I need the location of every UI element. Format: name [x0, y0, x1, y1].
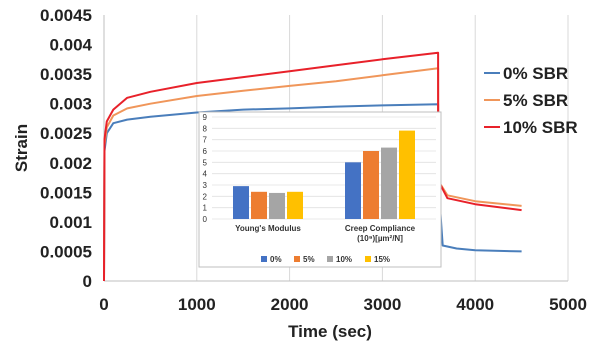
legend-label-10-sbr: 10% SBR: [503, 118, 578, 137]
inset-bars: [233, 130, 415, 219]
x-tick-label: 0: [99, 295, 108, 314]
y-axis-title: Strain: [12, 124, 31, 172]
inset-y-tick-label: 1: [203, 204, 208, 213]
inset-legend-label-10: 10%: [336, 255, 352, 264]
inset-gridlines: [212, 116, 436, 220]
inset-category-label: Creep Compliance: [345, 224, 416, 233]
inset-legend-swatch-15: [365, 256, 371, 262]
inset-bar-10-1: [381, 147, 397, 219]
inset-bar-15-0: [287, 191, 303, 219]
inset-y-tick-label: 9: [203, 113, 208, 122]
inset-category-labels: Young's Modulus Creep Compliance(10⁹)[µm²…: [235, 224, 416, 243]
main-x-tick-labels: 0 1000 2000 3000 4000 5000: [99, 295, 587, 314]
legend-label-0-sbr: 0% SBR: [503, 64, 568, 83]
x-tick-label: 4000: [456, 295, 494, 314]
y-tick-label: 0.003: [49, 95, 92, 114]
inset-legend-swatch-10: [327, 256, 333, 262]
inset-y-tick-label: 3: [203, 181, 208, 190]
inset-bar-15-1: [399, 130, 415, 219]
y-tick-label: 0.0025: [40, 124, 92, 143]
inset-legend-label-0: 0%: [270, 255, 282, 264]
main-series-group: [103, 51, 522, 282]
inset-legend: 0% 5% 10% 15%: [261, 255, 390, 264]
y-tick-label: 0.0005: [40, 242, 92, 261]
x-tick-label: 1000: [178, 295, 216, 314]
legend-label-5-sbr: 5% SBR: [503, 91, 568, 110]
inset-y-tick-label: 4: [203, 170, 208, 179]
y-tick-label: 0.004: [49, 36, 92, 55]
y-tick-label: 0.001: [49, 213, 92, 232]
y-tick-label: 0.002: [49, 154, 92, 173]
inset-category-label: (10⁹)[µm²/N]: [357, 234, 403, 243]
inset-y-tick-label: 7: [203, 136, 208, 145]
inset-bar-0-1: [345, 162, 361, 219]
inset-legend-label-15: 15%: [374, 255, 390, 264]
series-line-10-sbr: [103, 51, 522, 282]
y-tick-label: 0.0015: [40, 183, 92, 202]
y-tick-label: 0: [83, 272, 92, 291]
inset-bar-chart: 0 1 2 3 4 5 6 7 8 9 Young's Modulus Creep Complian…: [198, 111, 442, 268]
y-tick-label: 0.0045: [40, 6, 92, 25]
inset-bar-0-0: [233, 186, 249, 219]
inset-legend-swatch-0: [261, 256, 267, 262]
x-tick-label: 5000: [549, 295, 587, 314]
main-legend: 0% SBR 5% SBR 10% SBR: [484, 64, 578, 137]
inset-y-tick-labels: 0 1 2 3 4 5 6 7 8 9: [203, 113, 208, 224]
inset-y-tick-label: 6: [203, 147, 208, 156]
main-y-tick-labels: 0 0.0005 0.001 0.0015 0.002 0.0025 0.003 0.0035…: [40, 6, 93, 291]
inset-bar-10-0: [269, 192, 285, 219]
inset-y-tick-label: 0: [203, 215, 208, 224]
inset-bar-5-0: [251, 191, 267, 219]
inset-bar-5-1: [363, 151, 379, 219]
x-axis-title: Time (sec): [288, 322, 372, 341]
inset-y-tick-label: 8: [203, 124, 208, 133]
inset-y-tick-label: 5: [203, 158, 208, 167]
y-tick-label: 0.0035: [40, 65, 92, 84]
series-line-0-sbr: [103, 103, 522, 282]
inset-category-label: Young's Modulus: [235, 224, 301, 233]
inset-legend-swatch-5: [294, 256, 300, 262]
inset-y-tick-label: 2: [203, 192, 208, 201]
x-tick-label: 3000: [363, 295, 401, 314]
x-tick-label: 2000: [271, 295, 309, 314]
inset-legend-label-5: 5%: [303, 255, 315, 264]
